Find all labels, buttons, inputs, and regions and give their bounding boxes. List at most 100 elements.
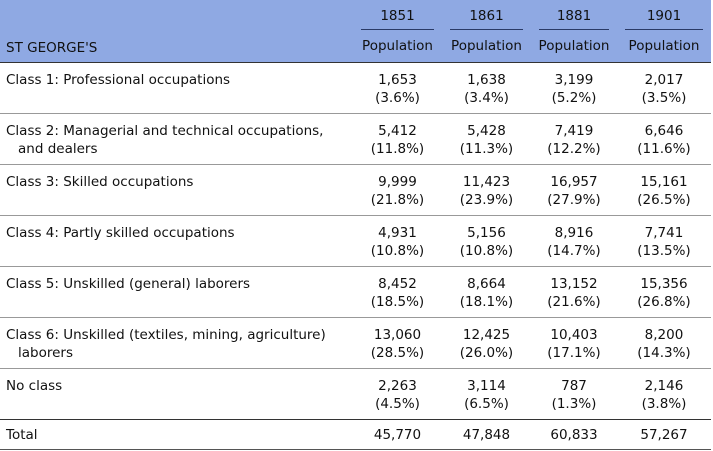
population-percent: (5.2%) [551,90,597,106]
population-cell: 2,017 (3.5%) [617,62,711,114]
population-count: 2,263 [378,378,417,394]
population-count: 11,423 [462,174,511,190]
population-cell: 1,653 (3.6%) [353,62,442,114]
population-count: 7,419 [554,123,594,139]
row-header-label: ST GEORGE'S [6,40,98,56]
total-label: Total [0,419,353,449]
row-label: Class 5: Unskilled (general) laborers [0,266,353,318]
population-percent: (23.9%) [459,192,514,208]
population-percent: (1.3%) [551,396,597,412]
population-subheader: Population [451,38,522,54]
population-cell: 787 (1.3%) [531,368,617,420]
population-percent: (10.8%) [370,243,425,259]
total-row: Total 45,770 47,848 60,833 57,267 [0,419,711,449]
population-cell: 15,161 (26.5%) [617,164,711,216]
population-count: 12,425 [462,327,511,343]
population-count: 5,428 [467,123,506,139]
population-count: 2,017 [644,72,684,88]
population-count: 8,452 [378,276,417,292]
population-cell: 3,199 (5.2%) [531,62,617,114]
population-cell: 6,646 (11.6%) [617,113,711,165]
population-cell: 2,146 (3.8%) [617,368,711,420]
population-percent: (28.5%) [370,345,425,361]
population-cell: 5,428 (11.3%) [442,113,531,165]
population-percent: (18.1%) [459,294,514,310]
population-count: 8,664 [467,276,506,292]
population-count: 5,156 [467,225,506,241]
population-cell: 2,263 (4.5%) [353,368,442,420]
total-cell: 47,848 [442,419,531,449]
population-percent: (11.8%) [370,141,425,157]
population-count: 8,200 [644,327,684,343]
population-percent: (3.8%) [641,396,687,412]
population-count: 7,741 [644,225,684,241]
population-cell: 3,114 (6.5%) [442,368,531,420]
table-row: Class 4: Partly skilled occupations 4,931… [0,215,711,267]
year-header-1901: 1901 [617,0,711,32]
population-subheader: Population [362,38,433,54]
population-cell: 9,999 (21.8%) [353,164,442,216]
row-label: Class 4: Partly skilled occupations [0,215,353,267]
population-count: 4,931 [378,225,417,241]
population-cell: 5,412 (11.8%) [353,113,442,165]
population-subheader: Population [628,38,700,54]
row-label: Class 1: Professional occupations [0,62,353,114]
row-label: No class [0,368,353,420]
population-percent: (11.6%) [637,141,691,157]
year-label: 1861 [450,8,523,30]
table-row: Class 6: Unskilled (textiles, mining, ag… [0,317,711,369]
population-count: 13,060 [373,327,422,343]
population-cell: 8,200 (14.3%) [617,317,711,369]
year-label: 1901 [625,8,703,30]
population-count: 3,114 [467,378,506,394]
population-cell: 12,425 (26.0%) [442,317,531,369]
total-cell: 45,770 [353,419,442,449]
table-row: Class 1: Professional occupations 1,653 (3… [0,62,711,114]
population-count: 3,199 [554,72,594,88]
population-cell: 10,403 (17.1%) [531,317,617,369]
total-cell: 57,267 [617,419,711,449]
population-percent: (21.8%) [370,192,425,208]
population-count: 787 [561,378,587,394]
population-percent: (10.8%) [459,243,514,259]
year-header-row: ST GEORGE'S 1851 1861 1881 1901 [0,0,711,56]
row-label: Class 2: Managerial and technical occupa… [0,113,353,165]
population-count: 10,403 [550,327,598,343]
population-cell: 8,452 (18.5%) [353,266,442,318]
population-percent: (26.0%) [459,345,514,361]
year-header-1881: 1881 [531,0,617,32]
population-percent: (18.5%) [370,294,425,310]
population-percent: (21.6%) [547,294,601,310]
population-count: 5,412 [378,123,417,139]
population-percent: (3.4%) [464,90,509,106]
population-count: 13,152 [550,276,598,292]
row-label: Class 3: Skilled occupations [0,164,353,216]
population-percent: (14.3%) [637,345,691,361]
population-count: 6,646 [644,123,684,139]
row-label: Class 6: Unskilled (textiles, mining, ag… [0,317,353,369]
population-cell: 16,957 (27.9%) [531,164,617,216]
population-cell: 13,152 (21.6%) [531,266,617,318]
population-cell: 11,423 (23.9%) [442,164,531,216]
total-cell: 60,833 [531,419,617,449]
year-label: 1881 [539,8,609,30]
population-percent: (13.5%) [637,243,691,259]
population-subheader: Population [538,38,610,54]
population-cell: 4,931 (10.8%) [353,215,442,267]
population-percent: (11.3%) [459,141,514,157]
population-count: 8,916 [554,225,594,241]
population-percent: (6.5%) [464,396,509,412]
population-percent: (14.7%) [547,243,601,259]
table-row: Class 5: Unskilled (general) laborers 8,4… [0,266,711,318]
population-percent: (27.9%) [547,192,601,208]
population-count: 15,356 [640,276,688,292]
year-header-1861: 1861 [442,0,531,32]
population-percent: (4.5%) [375,396,420,412]
population-cell: 13,060 (28.5%) [353,317,442,369]
population-cell: 7,419 (12.2%) [531,113,617,165]
population-cell: 15,356 (26.8%) [617,266,711,318]
population-percent: (3.6%) [375,90,420,106]
population-cell: 8,916 (14.7%) [531,215,617,267]
